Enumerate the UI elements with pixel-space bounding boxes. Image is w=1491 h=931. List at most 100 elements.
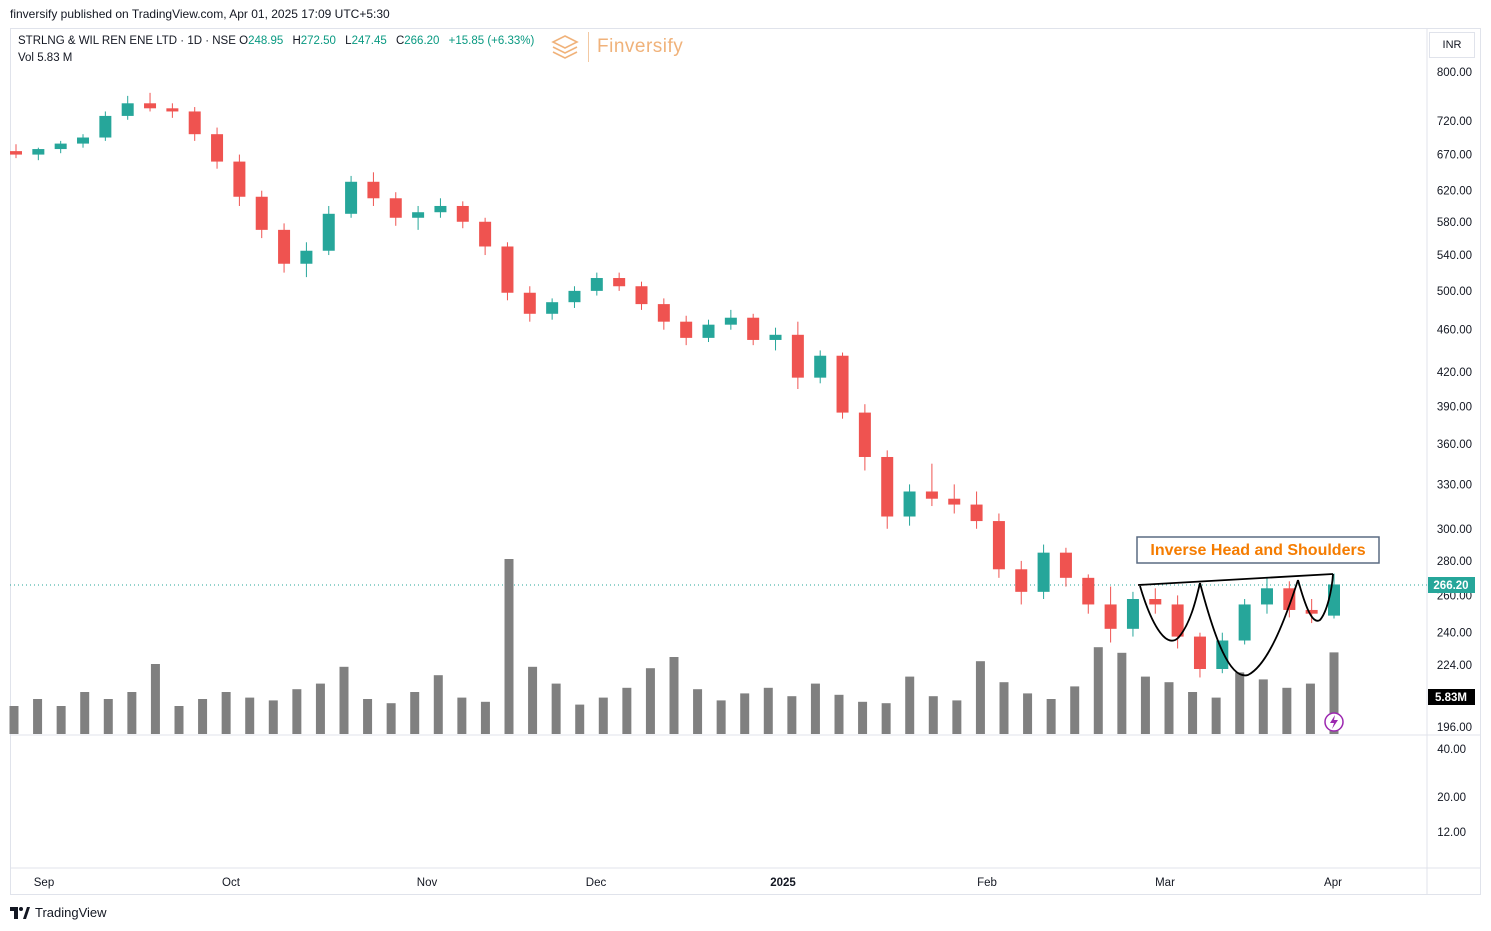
candle xyxy=(590,272,603,296)
candle xyxy=(278,223,291,273)
close-label: C xyxy=(395,35,405,47)
volume-bar xyxy=(292,689,302,734)
time-tick-label: Mar xyxy=(1155,877,1175,889)
candle xyxy=(546,298,559,320)
candle xyxy=(613,272,626,291)
candle xyxy=(791,321,804,390)
volume-bar xyxy=(622,687,632,734)
candle xyxy=(121,95,134,120)
candle xyxy=(1082,574,1095,614)
volume-bar xyxy=(858,701,868,734)
time-tick-label: Dec xyxy=(586,877,607,889)
candle xyxy=(54,140,67,154)
candle xyxy=(970,491,983,529)
candle xyxy=(501,242,514,301)
candle xyxy=(747,313,760,346)
price-tick-label: 260.00 xyxy=(1437,590,1472,602)
price-tick-label: 540.00 xyxy=(1437,250,1472,262)
volume-bar xyxy=(410,692,420,734)
volume-bar xyxy=(127,692,137,734)
price-tick-label: 800.00 xyxy=(1437,67,1472,79)
candle xyxy=(434,198,447,218)
candle xyxy=(657,298,670,330)
currency-button[interactable]: INR xyxy=(1429,32,1475,58)
layers-icon xyxy=(551,35,579,59)
candle xyxy=(1104,586,1117,643)
tradingview-brand[interactable]: TradingView xyxy=(10,905,107,920)
volume-bar xyxy=(56,706,66,734)
volume-bar xyxy=(999,682,1009,734)
symbol-name[interactable]: STRLNG & WIL REN ENE LTD · 1D · NSE xyxy=(18,35,236,47)
candle xyxy=(925,463,938,507)
volume-bar xyxy=(315,683,325,734)
volume-bar xyxy=(221,692,231,734)
price-tick-label: 196.00 xyxy=(1437,722,1472,734)
candle xyxy=(858,404,871,471)
candle xyxy=(10,144,22,159)
volume-bar xyxy=(881,703,891,734)
close-value: 266.20 xyxy=(404,35,440,47)
volume-tick-label: 12.00 xyxy=(1437,827,1466,839)
candle xyxy=(32,147,45,161)
volume-bar xyxy=(693,689,703,734)
candle xyxy=(836,352,849,419)
volume-bars xyxy=(9,559,1339,734)
volume-bar xyxy=(1211,697,1221,734)
volume-bar xyxy=(1070,686,1080,734)
volume-bar xyxy=(198,699,208,734)
time-tick-label: Feb xyxy=(977,877,997,889)
last-price-badge-text: 266.20 xyxy=(1433,580,1468,592)
logo-divider xyxy=(588,32,589,62)
pattern-label: Inverse Head and Shoulders xyxy=(1150,542,1365,559)
candle xyxy=(702,319,715,343)
price-tick-label: 580.00 xyxy=(1437,217,1472,229)
candle xyxy=(322,205,335,256)
candle xyxy=(992,513,1005,578)
volume-bar xyxy=(1235,672,1245,734)
tradingview-logo-icon xyxy=(10,906,30,919)
lightning-icon[interactable] xyxy=(1324,712,1344,732)
volume-bar xyxy=(810,683,820,734)
high-value: 272.50 xyxy=(300,35,336,47)
last-price-badge xyxy=(1428,577,1475,593)
candle xyxy=(233,154,246,206)
candle xyxy=(881,450,894,529)
volume-bar xyxy=(763,687,773,734)
volume-bar xyxy=(457,697,467,734)
volume-bar xyxy=(1023,693,1033,734)
volume-bar xyxy=(952,700,962,734)
candle xyxy=(479,217,492,256)
chart-frame xyxy=(10,28,1481,895)
high-label: H xyxy=(292,35,301,47)
candle xyxy=(77,134,90,148)
open-value: 248.95 xyxy=(248,35,284,47)
candle xyxy=(412,205,425,230)
price-tick-label: 460.00 xyxy=(1437,325,1472,337)
volume-bar xyxy=(716,700,726,734)
low-value: 247.45 xyxy=(351,35,387,47)
volume-bar xyxy=(787,696,797,734)
candle xyxy=(166,103,179,118)
volume-bar xyxy=(1329,652,1339,734)
volume-bar xyxy=(551,683,561,734)
volume-bar xyxy=(339,666,349,734)
volume-bar xyxy=(1188,692,1198,734)
volume-bar xyxy=(433,675,443,734)
open-label: O xyxy=(239,35,249,47)
candle xyxy=(211,127,224,169)
candle xyxy=(724,309,737,330)
volume-bar xyxy=(528,666,538,734)
candle xyxy=(680,315,693,346)
candle xyxy=(1037,544,1050,600)
candle xyxy=(300,242,313,278)
price-tick-label: 360.00 xyxy=(1437,439,1472,451)
logo-text: Finversify xyxy=(597,36,684,57)
candle xyxy=(389,192,402,226)
candle xyxy=(1126,591,1139,637)
candle xyxy=(144,92,157,112)
time-axis: Sep Oct Nov Dec 2025 Feb Mar Apr xyxy=(34,877,1342,889)
price-tick-label: 420.00 xyxy=(1437,367,1472,379)
candles xyxy=(10,92,1340,678)
volume-bar xyxy=(1140,676,1150,734)
